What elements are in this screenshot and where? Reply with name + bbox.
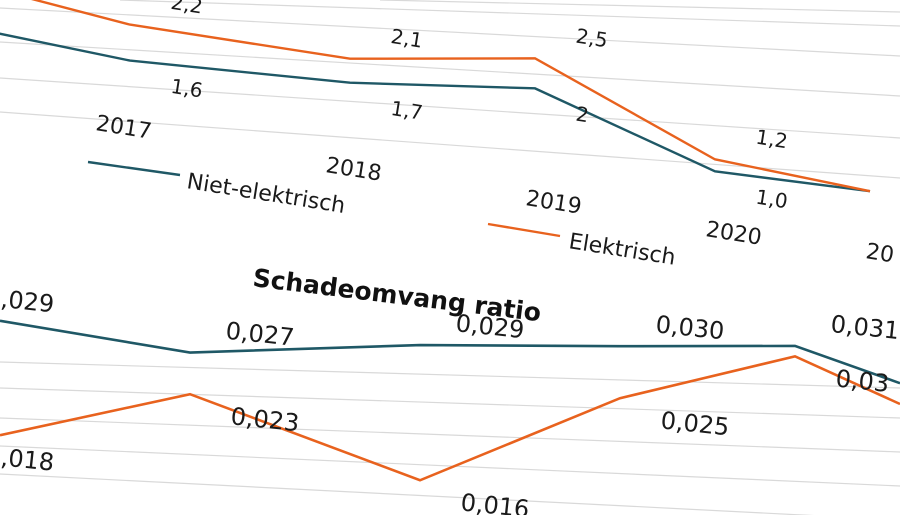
series-line-niet-elektrisch: [0, 32, 871, 193]
gridline: [0, 77, 900, 139]
top-line-chart: 1,61,721,012,22,12,51,220172018201920202…: [0, 0, 896, 271]
legend-swatch-elektrisch: [487, 222, 561, 238]
data-label: 0,031: [829, 310, 900, 345]
gridline: [0, 417, 900, 453]
data-label: 0,016: [459, 488, 530, 515]
data-label: 0,025: [659, 406, 730, 441]
data-label: 1,7: [389, 96, 424, 125]
data-label: ,018: [0, 443, 55, 476]
legend-swatch-niet-elektrisch: [87, 160, 181, 177]
data-label: 0,03: [834, 364, 890, 397]
data-label: 0,030: [654, 310, 725, 345]
gridline: [0, 7, 900, 57]
data-label: 0,027: [224, 317, 295, 352]
data-label: 2,1: [389, 24, 424, 53]
gridline: [0, 361, 900, 389]
gridline: [379, 0, 900, 13]
gridline: [0, 41, 900, 97]
data-label: 0,023: [229, 402, 300, 437]
data-label: 0,029: [454, 309, 525, 344]
gridline: [0, 473, 814, 515]
legend-label: Elektrisch: [567, 229, 677, 271]
data-label: ,029: [0, 285, 55, 318]
data-label: 2: [574, 102, 590, 128]
x-tick-label: 2020: [704, 217, 763, 250]
x-tick-label: 2018: [324, 153, 383, 186]
data-label: 1,6: [169, 74, 204, 103]
gridline: [119, 0, 900, 27]
series-line-niet-elektrisch: [0, 319, 900, 385]
x-tick-label: 2017: [94, 111, 153, 144]
legend-label: Niet-elektrisch: [185, 169, 347, 219]
data-label: 1,0: [754, 185, 789, 214]
data-label: 2,5: [574, 24, 609, 53]
x-tick-label: 2019: [524, 186, 583, 219]
gridline: [0, 387, 900, 419]
data-label: 1,2: [754, 125, 789, 154]
series-line-elektrisch: [0, 354, 900, 482]
x-tick-label: 20: [864, 239, 896, 268]
series-line-elektrisch: [30, 0, 871, 193]
data-label: 2,2: [169, 0, 204, 19]
gridline: [0, 445, 900, 487]
